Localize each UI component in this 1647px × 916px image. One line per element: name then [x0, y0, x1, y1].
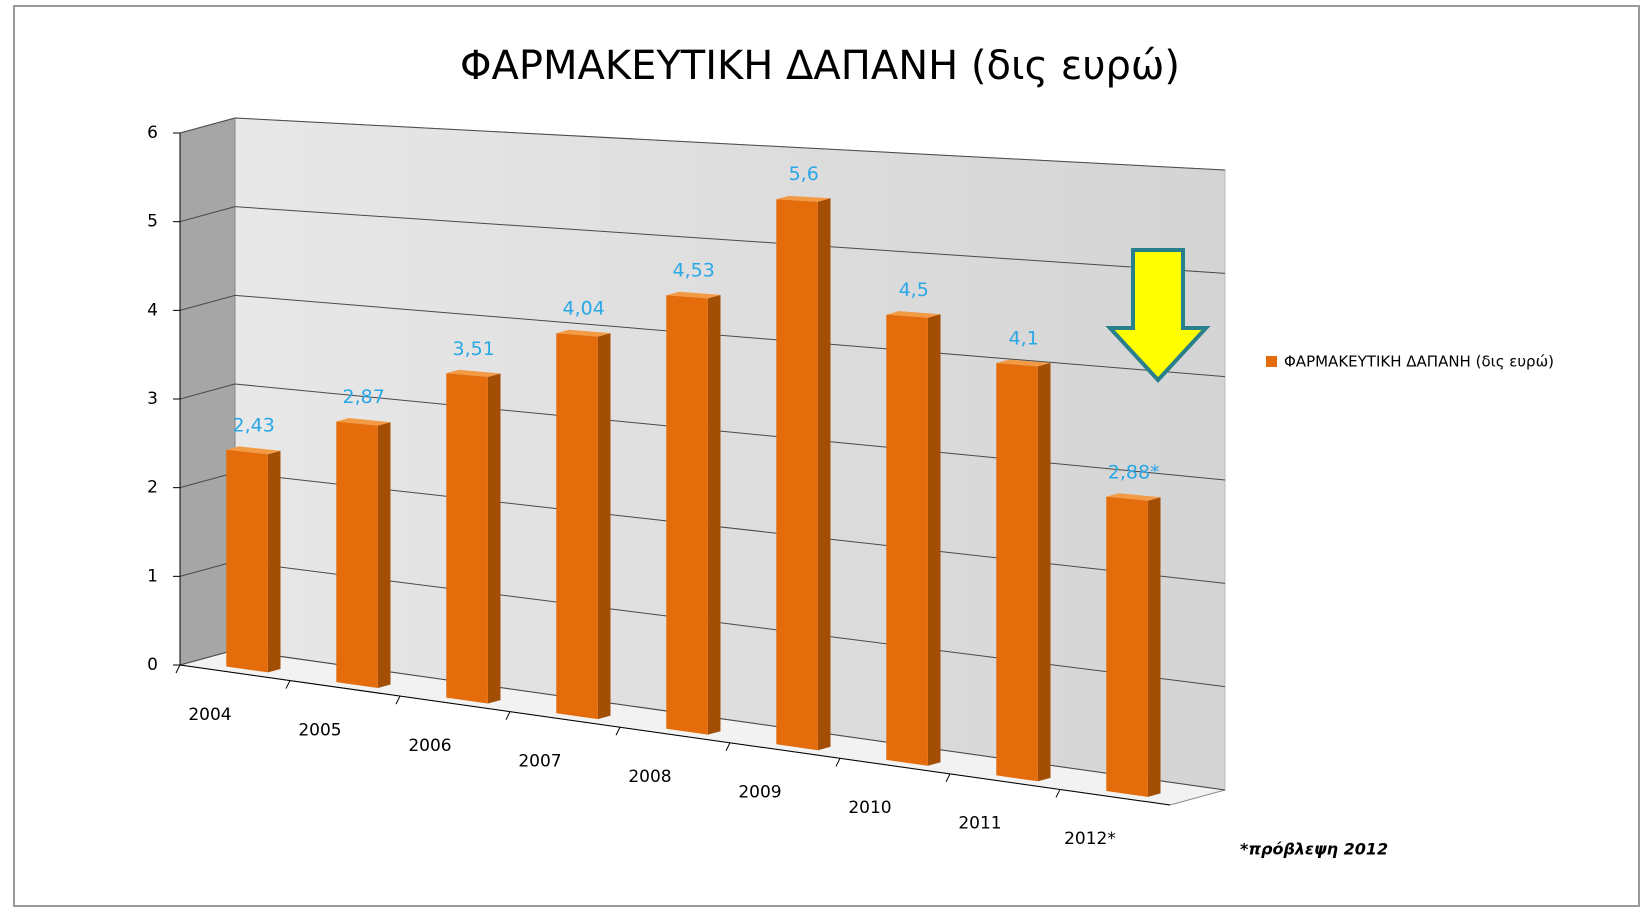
y-tick-label: 5 — [147, 212, 158, 232]
value-label: 2,88* — [1108, 461, 1160, 483]
bar-side — [267, 450, 281, 673]
bar — [666, 295, 708, 735]
y-tick-label: 2 — [147, 478, 158, 498]
x-tick-label: 2008 — [628, 767, 671, 787]
value-label: 2,87 — [343, 386, 385, 408]
bar-side — [487, 373, 501, 704]
x-tick — [505, 711, 511, 720]
bar-side — [707, 294, 721, 735]
bar-side — [1147, 497, 1161, 797]
bar-top — [776, 195, 831, 202]
annotation: *πρόβλεψη 2012 — [1240, 840, 1388, 859]
x-tick — [395, 695, 401, 705]
bar — [336, 421, 378, 688]
grid-line — [179, 472, 236, 489]
grid-line — [234, 206, 1226, 274]
x-tick — [1055, 789, 1061, 798]
grid-line — [234, 117, 1226, 171]
bar-top — [1106, 493, 1161, 501]
grid-line — [179, 649, 236, 666]
bar — [1106, 496, 1148, 797]
value-label: 4,04 — [563, 298, 605, 320]
x-tick-label: 2010 — [848, 798, 891, 818]
x-tick-label: 2007 — [518, 751, 561, 771]
x-tick-label: 2006 — [408, 736, 451, 756]
bar — [996, 363, 1038, 782]
bar — [776, 199, 818, 751]
bar-top — [556, 329, 611, 337]
x-tick — [725, 742, 731, 752]
x-tick — [285, 680, 291, 689]
x-axis — [179, 664, 1171, 806]
value-label: 4,1 — [1009, 327, 1039, 349]
bar — [226, 449, 268, 673]
bar-top — [226, 446, 281, 455]
bar — [556, 333, 598, 720]
y-tick-label: 6 — [147, 123, 158, 143]
x-tick-label: 2012* — [1064, 829, 1116, 849]
chart-title: ΦΑΡΜΑΚΕΥΤΙΚΗ ΔΑΠΑΝΗ (δις ευρώ) — [460, 43, 1180, 89]
grid-line — [234, 560, 1226, 688]
bar-top — [886, 311, 941, 318]
value-label: 5,6 — [789, 163, 819, 185]
grid-line — [234, 649, 1226, 791]
legend-swatch — [1266, 356, 1277, 367]
legend-label: ΦΑΡΜΑΚΕΥΤΙΚΗ ΔΑΠΑΝΗ (δις ευρώ) — [1284, 353, 1554, 371]
value-label: 4,5 — [899, 279, 929, 301]
bar-side — [927, 314, 941, 766]
x-tick-label: 2005 — [298, 720, 341, 740]
x-tick-label: 2011 — [958, 814, 1001, 834]
grid-line — [234, 294, 1226, 378]
bar-side — [597, 333, 611, 720]
bar — [446, 373, 488, 704]
grid-line — [234, 383, 1226, 481]
grid-line — [179, 206, 236, 223]
value-label: 3,51 — [453, 338, 495, 360]
grid-line — [234, 472, 1226, 584]
x-tick — [945, 773, 951, 783]
x-tick-label: 2009 — [738, 783, 781, 803]
value-label: 4,53 — [673, 260, 715, 282]
bar-top — [446, 369, 501, 377]
y-tick-label: 1 — [147, 566, 158, 586]
x-tick — [835, 758, 841, 767]
down-arrow — [1105, 248, 1211, 383]
grid-line — [179, 117, 236, 134]
grid-line — [179, 383, 236, 400]
bar — [886, 314, 928, 766]
bar-top — [336, 418, 391, 426]
x-tick-label: 2004 — [188, 705, 231, 725]
bar-side — [817, 198, 831, 751]
bar-top — [666, 291, 721, 299]
value-label: 2,43 — [233, 415, 275, 437]
plot-area: 0 1 2 3 4 5 6 2004 2,43 2005 2,87 2006 3,51 2007 4,04 2… — [147, 117, 1226, 849]
bar-side — [377, 422, 391, 688]
bar-top — [996, 359, 1051, 367]
x-tick — [615, 726, 621, 736]
bar-side — [1037, 362, 1051, 782]
x-tick — [175, 664, 181, 674]
y-tick-label: 0 — [147, 655, 158, 675]
grid-line — [179, 294, 236, 311]
y-tick-label: 3 — [147, 389, 158, 409]
grid-line — [179, 560, 236, 577]
y-tick-label: 4 — [147, 300, 158, 320]
